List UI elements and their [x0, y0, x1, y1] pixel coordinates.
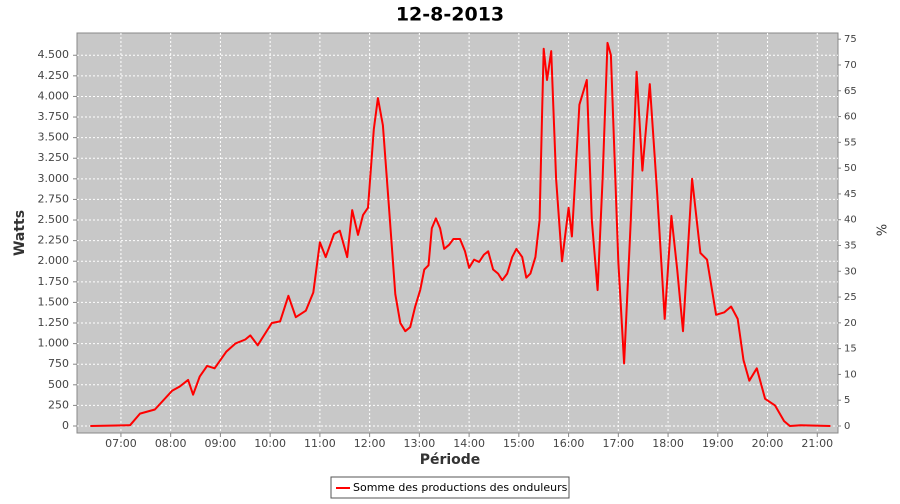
y2-tick-label: 40	[844, 215, 857, 226]
x-tick-label: 11:00	[304, 437, 336, 450]
x-tick-label: 21:00	[801, 437, 833, 450]
x-tick-label: 20:00	[752, 437, 784, 450]
y2-tick-label: 20	[844, 318, 857, 329]
y-tick-label: 1.000	[38, 337, 70, 350]
y-tick-label: 250	[48, 398, 69, 411]
y2-tick-label: 50	[844, 163, 857, 174]
y-tick-label: 2.250	[38, 234, 70, 247]
y-axis-label: Watts	[12, 210, 28, 256]
y2-tick-label: 0	[844, 421, 850, 432]
x-tick-label: 16:00	[553, 437, 585, 450]
x-tick-label: 09:00	[205, 437, 237, 450]
y-tick-label: 750	[48, 357, 69, 370]
y2-tick-label: 75	[844, 34, 857, 45]
y-tick-label: 4.000	[38, 89, 70, 102]
legend-box	[330, 476, 570, 499]
y-tick-label: 1.750	[38, 275, 70, 288]
y-tick-label: 3.500	[38, 131, 70, 144]
x-tick-label: 10:00	[254, 437, 286, 450]
x-tick-label: 14:00	[453, 437, 485, 450]
y2-tick-label: 15	[844, 344, 857, 355]
y-tick-label: 2.750	[38, 192, 70, 205]
y2-tick-label: 10	[844, 369, 857, 380]
x-tick-label: 15:00	[503, 437, 535, 450]
x-tick-label: 19:00	[702, 437, 734, 450]
y-tick-label: 4.500	[38, 48, 70, 61]
y-tick-label: 2.000	[38, 254, 70, 267]
y-tick-label: 3.000	[38, 172, 70, 185]
y2-tick-label: 45	[844, 189, 857, 200]
y2-tick-label: 35	[844, 240, 857, 251]
y-tick-label: 1.250	[38, 316, 70, 329]
x-tick-label: 17:00	[602, 437, 634, 450]
y2-tick-label: 25	[844, 292, 857, 303]
x-tick-label: 07:00	[105, 437, 137, 450]
y2-tick-label: 70	[844, 60, 857, 71]
y-tick-label: 3.250	[38, 151, 70, 164]
y2-tick-label: 60	[844, 112, 857, 123]
y2-tick-label: 5	[844, 395, 850, 406]
data-line	[90, 41, 831, 427]
y-tick-label: 0	[62, 419, 69, 432]
y-tick-label: 1.500	[38, 295, 70, 308]
y2-tick-label: 65	[844, 86, 857, 97]
x-tick-label: 18:00	[652, 437, 684, 450]
legend: Somme des productions des onduleurs	[330, 476, 570, 499]
y2-tick-label: 30	[844, 266, 857, 277]
x-tick-label: 12:00	[354, 437, 386, 450]
plot-area	[76, 32, 839, 434]
y-tick-label: 4.250	[38, 69, 70, 82]
y2-axis-label: %	[873, 224, 888, 236]
x-tick-label: 08:00	[155, 437, 187, 450]
chart-title: 12-8-2013	[396, 4, 504, 26]
x-tick-label: 13:00	[404, 437, 436, 450]
legend-label: Somme des productions des onduleurs	[353, 481, 568, 494]
x-axis-label: Période	[420, 452, 481, 468]
y2-tick-label: 55	[844, 137, 857, 148]
y-tick-label: 500	[48, 378, 69, 391]
y-tick-label: 2.500	[38, 213, 70, 226]
y-tick-label: 3.750	[38, 110, 70, 123]
